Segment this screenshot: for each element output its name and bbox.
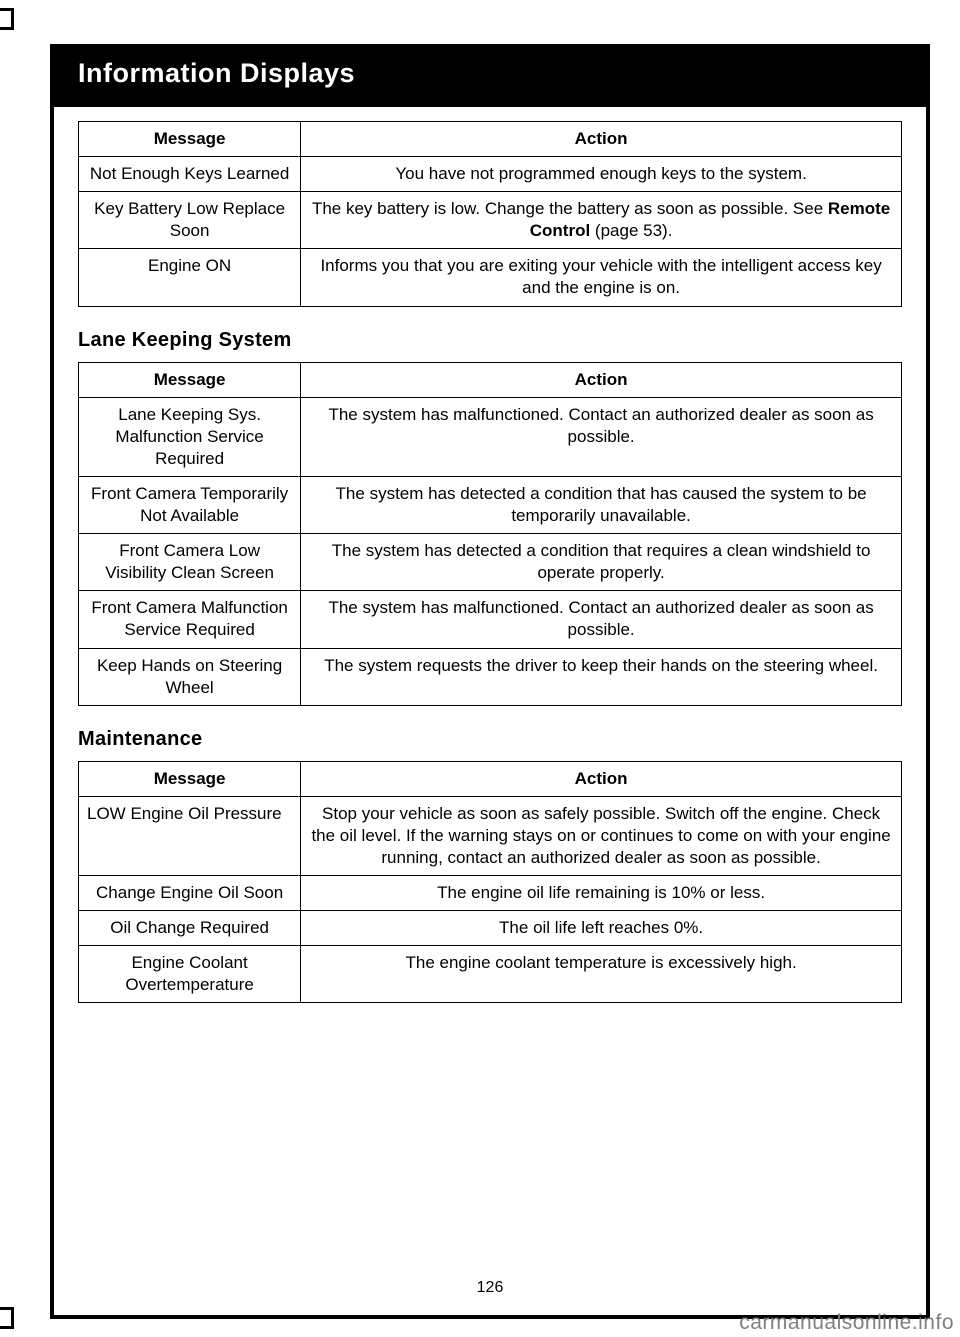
- col-action: Action: [301, 362, 902, 397]
- message-cell: Lane Keeping Sys. Malfunction Service Re…: [79, 397, 301, 476]
- watermark: carmanualsonline.info: [739, 1311, 954, 1335]
- message-cell: Engine ON: [79, 249, 301, 306]
- table-row: Lane Keeping Sys. Malfunction Service Re…: [79, 397, 902, 476]
- section-title-lane-keeping: Lane Keeping System: [78, 329, 902, 352]
- page-frame: Information Displays Message Action Not …: [50, 44, 930, 1319]
- table-header-row: Message Action: [79, 362, 902, 397]
- table-header-row: Message Action: [79, 122, 902, 157]
- table-row: Front Camera Low Visibility Clean Screen…: [79, 534, 902, 591]
- message-cell: Key Battery Low Replace Soon: [79, 192, 301, 249]
- table-row: Oil Change Required The oil life left re…: [79, 911, 902, 946]
- table-row: Key Battery Low Replace Soon The key bat…: [79, 192, 902, 249]
- table-row: Front Camera Temporarily Not Available T…: [79, 476, 902, 533]
- table-row: LOW Engine Oil Pressure Stop your vehicl…: [79, 796, 902, 875]
- col-action: Action: [301, 122, 902, 157]
- table-row: Keep Hands on Steering Wheel The system …: [79, 648, 902, 705]
- action-cell: Informs you that you are exiting your ve…: [301, 249, 902, 306]
- message-cell: Keep Hands on Steering Wheel: [79, 648, 301, 705]
- action-cell: The system has malfunctioned. Contact an…: [301, 397, 902, 476]
- action-cell: The engine coolant temperature is excess…: [301, 946, 902, 1003]
- maintenance-table: Message Action LOW Engine Oil Pressure S…: [78, 761, 902, 1004]
- col-action: Action: [301, 761, 902, 796]
- action-cell: The key battery is low. Change the batte…: [301, 192, 902, 249]
- lane-keeping-table: Message Action Lane Keeping Sys. Malfunc…: [78, 362, 902, 706]
- action-cell: The system has detected a condition that…: [301, 534, 902, 591]
- col-message: Message: [79, 362, 301, 397]
- keys-table: Message Action Not Enough Keys Learned Y…: [78, 121, 902, 307]
- action-cell: The system has detected a condition that…: [301, 476, 902, 533]
- action-cell: The system has malfunctioned. Contact an…: [301, 591, 902, 648]
- message-cell: Oil Change Required: [79, 911, 301, 946]
- page-content: Message Action Not Enough Keys Learned Y…: [54, 107, 926, 1003]
- action-text-post: (page 53).: [590, 221, 672, 240]
- crop-mark-top: [0, 8, 14, 30]
- message-cell: Front Camera Malfunction Service Require…: [79, 591, 301, 648]
- crop-mark-bottom: [0, 1307, 14, 1329]
- section-title-maintenance: Maintenance: [78, 728, 902, 751]
- message-cell: Engine Coolant Overtemperature: [79, 946, 301, 1003]
- col-message: Message: [79, 761, 301, 796]
- table-row: Engine Coolant Overtemperature The engin…: [79, 946, 902, 1003]
- col-message: Message: [79, 122, 301, 157]
- action-cell: Stop your vehicle as soon as safely poss…: [301, 796, 902, 875]
- page-title: Information Displays: [54, 48, 926, 107]
- action-text-pre: The key battery is low. Change the batte…: [312, 199, 828, 218]
- message-cell: Front Camera Low Visibility Clean Screen: [79, 534, 301, 591]
- table-row: Not Enough Keys Learned You have not pro…: [79, 157, 902, 192]
- action-cell: The oil life left reaches 0%.: [301, 911, 902, 946]
- page-number: 126: [54, 1279, 926, 1297]
- message-cell: Front Camera Temporarily Not Available: [79, 476, 301, 533]
- action-cell: You have not programmed enough keys to t…: [301, 157, 902, 192]
- table-row: Change Engine Oil Soon The engine oil li…: [79, 876, 902, 911]
- table-row: Front Camera Malfunction Service Require…: [79, 591, 902, 648]
- message-cell: Not Enough Keys Learned: [79, 157, 301, 192]
- page: Information Displays Message Action Not …: [0, 0, 960, 1337]
- action-cell: The engine oil life remaining is 10% or …: [301, 876, 902, 911]
- table-header-row: Message Action: [79, 761, 902, 796]
- message-cell: LOW Engine Oil Pressure: [79, 796, 301, 875]
- action-cell: The system requests the driver to keep t…: [301, 648, 902, 705]
- message-cell: Change Engine Oil Soon: [79, 876, 301, 911]
- table-row: Engine ON Informs you that you are exiti…: [79, 249, 902, 306]
